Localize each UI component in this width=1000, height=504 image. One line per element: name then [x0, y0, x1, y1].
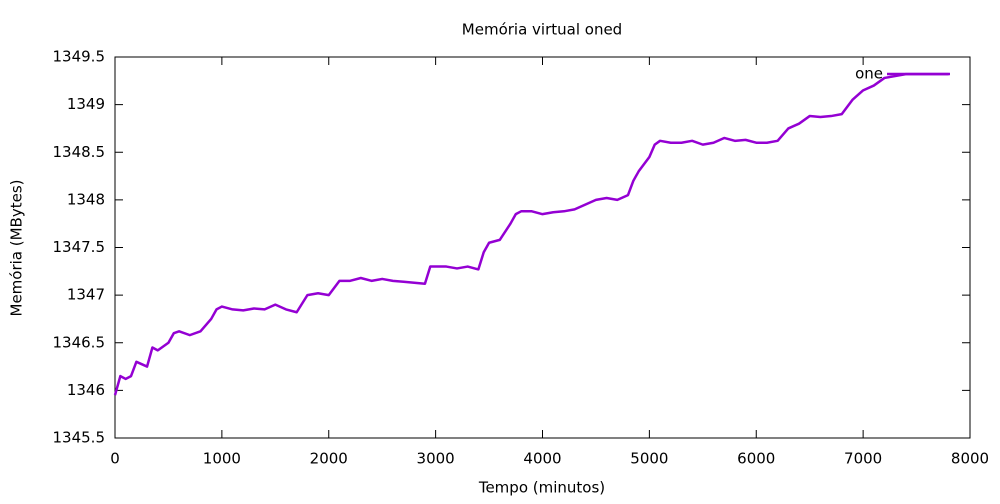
- x-tick-label: 3000: [417, 450, 455, 468]
- chart-title: Memória virtual oned: [462, 21, 622, 39]
- y-tick-label: 1349: [67, 95, 105, 113]
- x-tick-label: 8000: [951, 450, 989, 468]
- x-tick-label: 7000: [844, 450, 882, 468]
- y-tick-label: 1346: [67, 381, 105, 399]
- x-tick-label: 4000: [523, 450, 561, 468]
- y-tick-label: 1345.5: [53, 429, 106, 447]
- x-tick-label: 5000: [630, 450, 668, 468]
- x-axis-label: Tempo (minutos): [478, 479, 605, 497]
- y-axis-label: Memória (MBytes): [8, 180, 26, 317]
- legend-label: one: [855, 65, 883, 83]
- y-tick-label: 1347.5: [53, 238, 106, 256]
- y-tick-label: 1349.5: [53, 48, 106, 66]
- x-tick-label: 0: [110, 450, 120, 468]
- data-line: [113, 72, 949, 396]
- x-tick-label: 2000: [310, 450, 348, 468]
- y-tick-label: 1346.5: [53, 333, 106, 351]
- x-tick-label: 6000: [737, 450, 775, 468]
- x-tick-label: 1000: [203, 450, 241, 468]
- y-tick-label: 1347: [67, 286, 105, 304]
- y-tick-label: 1348: [67, 190, 105, 208]
- y-tick-label: 1348.5: [53, 143, 106, 161]
